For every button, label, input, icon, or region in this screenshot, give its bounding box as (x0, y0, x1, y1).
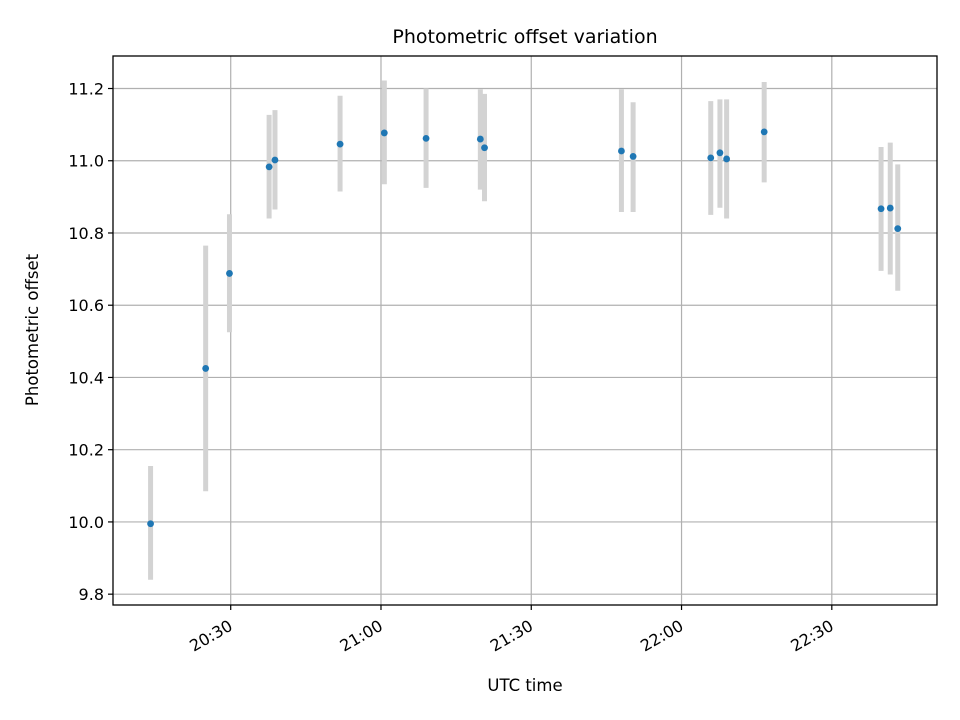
y-tick-label: 11.2 (68, 80, 104, 99)
data-point (202, 365, 210, 372)
data-point (877, 205, 885, 213)
data-point (481, 144, 488, 152)
data-point (380, 129, 388, 137)
data-point (707, 154, 715, 162)
grid-lines (113, 56, 937, 605)
data-point (271, 156, 279, 164)
data-point (716, 149, 724, 157)
data-point (894, 225, 902, 233)
data-point (422, 134, 430, 142)
data-point (618, 147, 625, 155)
y-tick-label: 11.0 (68, 152, 104, 171)
data-point (760, 128, 768, 136)
data-point (629, 153, 637, 160)
y-tick-label: 10.2 (68, 441, 104, 460)
y-tick-label: 10.0 (68, 513, 104, 532)
data-point (147, 520, 154, 528)
data-point (476, 135, 484, 143)
data-point (886, 204, 894, 212)
y-tick-label: 10.8 (68, 224, 104, 243)
data-points (147, 128, 902, 528)
y-axis-label: Photometric offset (23, 253, 42, 406)
plot-frame (112, 55, 938, 606)
x-axis-label: UTC time (487, 676, 562, 695)
chart-title: Photometric offset variation (392, 26, 657, 48)
y-tick-label: 10.6 (68, 296, 104, 315)
y-tick-label: 10.4 (68, 368, 104, 387)
data-point (226, 270, 233, 277)
plot-area (113, 56, 937, 605)
data-point (265, 163, 273, 171)
data-point (723, 155, 731, 163)
y-tick-label: 9.8 (79, 585, 104, 604)
data-point (336, 140, 344, 148)
